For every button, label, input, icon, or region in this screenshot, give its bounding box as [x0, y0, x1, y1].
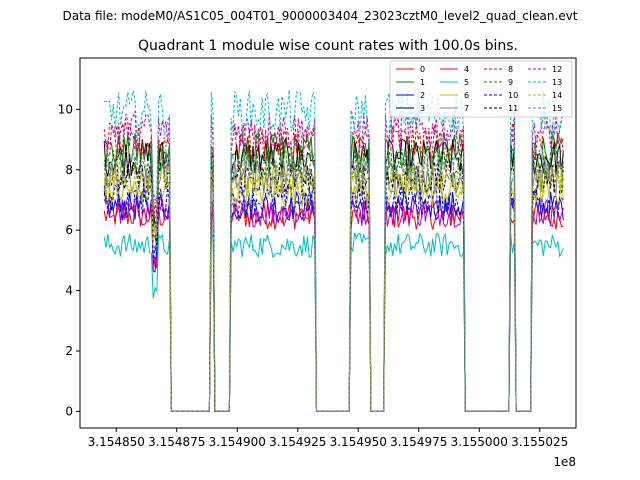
x-offset-label: 1e8 — [553, 455, 576, 469]
y-tick-label: 10 — [58, 102, 73, 116]
legend-label-11: 11 — [508, 104, 518, 113]
legend-label-2: 2 — [420, 91, 425, 100]
legend-label-6: 6 — [464, 91, 469, 100]
legend-label-14: 14 — [552, 91, 562, 100]
series-layer — [103, 89, 564, 412]
legend-label-5: 5 — [464, 78, 469, 87]
chart-title: Quadrant 1 module wise count rates with … — [138, 38, 518, 54]
legend-label-3: 3 — [420, 104, 425, 113]
x-tick-label: 3.155025 — [511, 435, 568, 449]
legend-label-4: 4 — [464, 65, 469, 74]
series-line-14 — [103, 163, 564, 412]
legend-label-8: 8 — [508, 65, 513, 74]
legend-label-15: 15 — [552, 104, 562, 113]
x-axis: 3.154850 3.154875 3.154900 3.154925 3.154950… — [88, 428, 568, 449]
x-tick-label: 3.155000 — [451, 435, 508, 449]
plot-area — [79, 57, 577, 429]
legend-label-7: 7 — [464, 104, 469, 113]
legend-box — [389, 60, 573, 118]
legend-label-9: 9 — [508, 78, 513, 87]
x-tick-label: 3.154925 — [269, 435, 326, 449]
x-tick-label: 3.154950 — [330, 435, 387, 449]
legend-label-13: 13 — [552, 78, 562, 87]
axes-frame — [79, 57, 577, 429]
x-tick-label: 3.154875 — [148, 435, 205, 449]
legend-label-12: 12 — [552, 65, 562, 74]
y-tick-label: 2 — [65, 344, 73, 358]
y-tick-label: 6 — [65, 223, 73, 237]
y-tick-label: 4 — [65, 284, 73, 298]
y-axis: 0 2 4 6 8 10 — [58, 102, 80, 418]
legend-label-1: 1 — [420, 78, 425, 87]
y-tick-label: 0 — [65, 404, 73, 418]
legend-label-10: 10 — [508, 91, 518, 100]
x-tick-label: 3.154975 — [390, 435, 447, 449]
x-tick-label: 3.154850 — [88, 435, 145, 449]
y-tick-label: 8 — [65, 163, 73, 177]
suptitle: Data file: modeM0/AS1C05_004T01_90000034… — [62, 9, 577, 23]
legend-label-0: 0 — [420, 65, 425, 74]
x-tick-label: 3.154900 — [209, 435, 266, 449]
